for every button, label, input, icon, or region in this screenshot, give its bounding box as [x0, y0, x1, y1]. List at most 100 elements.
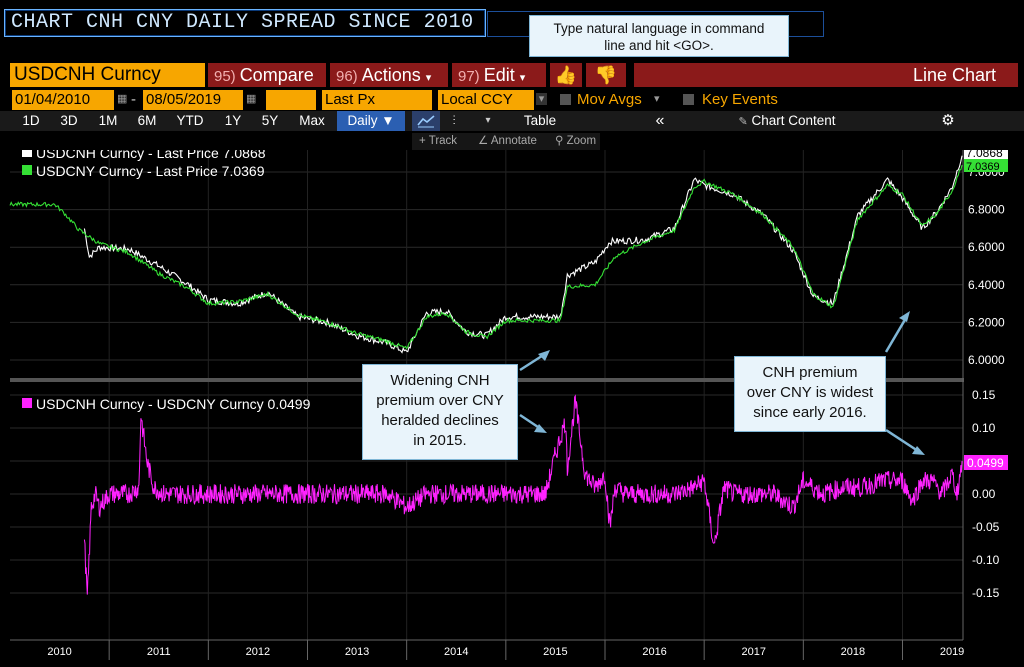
chart-content-label: Chart Content: [751, 113, 836, 128]
chevron-down-icon[interactable]: ▾: [485, 115, 491, 126]
price-tick-label: 6.2000: [968, 315, 1005, 329]
end-date-field[interactable]: 08/05/2019: [143, 90, 243, 110]
last-spread-tag-bg: [964, 455, 1008, 470]
command-line[interactable]: CHART CNH CNY DAILY SPREAD SINCE 2010: [4, 9, 486, 37]
track-tool[interactable]: + Track: [419, 133, 457, 150]
price-tick-label: 6.4000: [968, 278, 1005, 292]
annotate-label: Annotate: [490, 135, 537, 147]
edit-button[interactable]: 97) Edit ▾: [452, 63, 546, 87]
year-tick-label: 2012: [246, 646, 270, 658]
year-tick-label: 2019: [940, 646, 964, 658]
calendar-icon[interactable]: ▦: [246, 93, 257, 105]
compare-num: 95): [214, 68, 236, 85]
actions-num: 96): [336, 68, 358, 85]
chevron-down-icon: ▾: [519, 72, 526, 84]
track-label: Track: [428, 135, 458, 147]
currency-selector[interactable]: Local CCY: [438, 90, 534, 110]
year-tick-label: 2014: [444, 646, 468, 658]
series-layer: [9, 155, 963, 595]
command-text: CHART CNH CNY DAILY SPREAD SINCE 2010: [11, 11, 474, 34]
compare-button[interactable]: 95) Compare: [208, 63, 326, 87]
widening-note: Widening CNH premium over CNY heralded d…: [362, 364, 518, 460]
command-hint-text: Type natural language in command line an…: [553, 21, 765, 53]
year-tick-label: 2013: [345, 646, 369, 658]
calendar-icon[interactable]: ▦: [117, 93, 128, 105]
widening-line-1: Widening CNH: [390, 372, 490, 389]
period-1d[interactable]: 1D: [22, 113, 40, 128]
widening-line-4: in 2015.: [413, 432, 467, 449]
spread-tick-label: 0.00: [972, 487, 996, 501]
mov-avgs-label: Mov Avgs: [577, 91, 642, 108]
period-3d[interactable]: 3D: [60, 113, 78, 128]
start-date: 01/04/2010: [15, 91, 91, 108]
last-cnh-tag-bg: [964, 150, 1008, 160]
price-tick-label: 6.0000: [968, 353, 1005, 367]
frequency-dropdown[interactable]: Daily ▼: [337, 111, 405, 131]
candlestick-icon[interactable]: ⫶: [452, 113, 456, 128]
widest-line-3: since early 2016.: [753, 404, 867, 421]
arrow-2019-price: [884, 311, 910, 353]
actions-button[interactable]: 96) Actions ▾: [330, 63, 448, 87]
line-chart-icon[interactable]: [412, 111, 440, 131]
period-max[interactable]: Max: [299, 113, 325, 128]
period-toolbar: [0, 111, 1024, 131]
table-button[interactable]: Table: [523, 113, 557, 128]
ticker-field[interactable]: USDCNH Curncy: [10, 63, 205, 87]
settings-gear-icon[interactable]: ⚙: [941, 112, 955, 129]
series-usdcnh-line: [83, 155, 963, 354]
actions-label: Actions: [361, 65, 421, 85]
year-tick-label: 2011: [147, 646, 171, 658]
field-selector[interactable]: Last Px: [322, 90, 432, 110]
year-tick-label: 2016: [642, 646, 666, 658]
command-hint-note: Type natural language in command line an…: [529, 15, 789, 57]
spread-tick-label: -0.10: [972, 553, 1000, 567]
legend-cnh-swatch: [22, 150, 32, 157]
annotate-tool[interactable]: ∠ Annotate: [478, 133, 537, 150]
widest-note: CNH premium over CNY is widest since ear…: [734, 356, 886, 432]
widest-line-1: CNH premium: [762, 364, 858, 381]
arrow-2019-spread: [885, 428, 925, 455]
period-1y[interactable]: 1Y: [224, 113, 242, 128]
period-6m[interactable]: 6M: [137, 113, 157, 128]
blank-field[interactable]: [266, 90, 316, 110]
legend-cny: USDCNY Curncy - Last Price 7.0369: [36, 163, 265, 179]
spread-tick-label: 0.15: [972, 388, 996, 402]
last-cnh-tag: 7.0868: [966, 150, 1003, 160]
thumbs-up-icon: 👍: [554, 65, 578, 85]
chevron-down-icon[interactable]: ▾: [654, 93, 660, 105]
legend-cny-swatch: [22, 165, 32, 175]
magnifier-icon: ⚲: [555, 135, 564, 147]
legend-spread-swatch: [22, 398, 32, 408]
thumbs-down-icon: 👎: [594, 65, 618, 85]
thumbs-down-button[interactable]: 👎: [586, 63, 626, 87]
price-tick-label: 6.8000: [968, 203, 1005, 217]
date-separator: -: [131, 91, 136, 108]
legend-cnh: USDCNH Curncy - Last Price 7.0868: [36, 150, 266, 161]
widest-line-2: over CNY is widest: [746, 384, 874, 401]
compare-label: Compare: [239, 65, 314, 85]
arrow-2015: [519, 350, 550, 372]
chart-type-button[interactable]: Line Chart: [634, 63, 1018, 87]
ticker-label: USDCNH Curncy: [14, 64, 161, 85]
widening-line-2: premium over CNY: [376, 392, 504, 409]
chevron-down-icon: ▾: [425, 72, 432, 84]
gear-icon: ✎: [738, 116, 748, 128]
period-1m[interactable]: 1M: [98, 113, 118, 128]
chart-content-button[interactable]: ✎ Chart Content: [722, 111, 852, 131]
last-cny-tag-bg: [964, 159, 1008, 172]
zoom-tool[interactable]: ⚲ Zoom: [555, 133, 596, 150]
key-events-checkbox[interactable]: [683, 94, 694, 105]
series-spread-line: [83, 394, 963, 595]
arrow-2015-spread: [519, 413, 547, 433]
period-5y[interactable]: 5Y: [261, 113, 279, 128]
period-ytd[interactable]: YTD: [176, 113, 204, 128]
thumbs-up-button[interactable]: 👍: [550, 63, 582, 87]
mov-avgs-checkbox[interactable]: [560, 94, 571, 105]
chevron-down-icon[interactable]: ▾: [536, 93, 547, 105]
start-date-field[interactable]: 01/04/2010: [12, 90, 114, 110]
collapse-icon[interactable]: «: [655, 112, 665, 129]
year-tick-label: 2015: [543, 646, 567, 658]
chart-type-label: Line Chart: [912, 65, 996, 85]
currency-label: Local CCY: [441, 91, 513, 108]
year-tick-label: 2018: [841, 646, 865, 658]
